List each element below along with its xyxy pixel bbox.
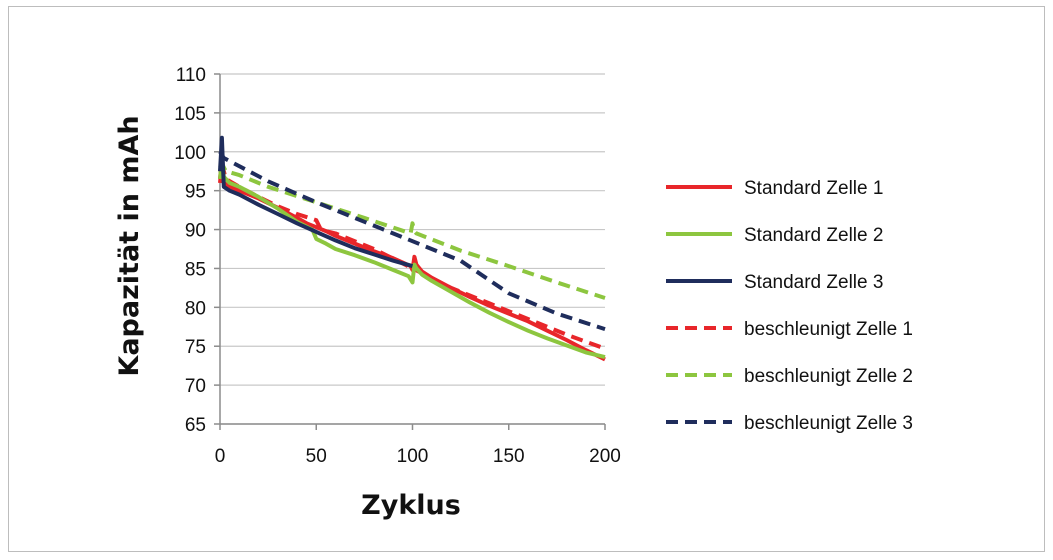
y-axis-label: Kapazität in mAh <box>114 115 145 376</box>
gridlines <box>220 73 605 425</box>
y-tick-label-70: 70 <box>185 376 206 397</box>
y-tick-label-80: 80 <box>185 298 206 319</box>
legend-label-beschleunigt-zelle-2: beschleunigt Zelle 2 <box>744 366 913 387</box>
y-tick-label-105: 105 <box>174 104 206 125</box>
x-tick-label-0: 0 <box>215 446 226 467</box>
series-line-beschleunigt-zelle-3 <box>218 150 606 332</box>
axes <box>214 73 606 430</box>
series-line-standard-zelle-3 <box>218 135 414 269</box>
x-tick-label-100: 100 <box>397 446 429 467</box>
y-tick-label-100: 100 <box>174 143 206 164</box>
legend-label-beschleunigt-zelle-1: beschleunigt Zelle 1 <box>744 319 913 340</box>
x-tick-label-200: 200 <box>589 446 621 467</box>
chart-frame <box>8 6 1045 552</box>
y-tick-label-65: 65 <box>185 415 206 436</box>
y-tick-labels: 65 70 75 80 85 90 95 100 105 110 <box>174 65 206 436</box>
y-tick-label-95: 95 <box>185 182 206 203</box>
x-tick-labels: 0 50 100 150 200 <box>215 446 621 467</box>
legend: Standard Zelle 1 Standard Zelle 2 Standard… <box>666 178 913 434</box>
series-line-beschleunigt-zelle-2 <box>218 161 606 300</box>
legend-label-beschleunigt-zelle-3: beschleunigt Zelle 3 <box>744 413 913 434</box>
y-tick-label-85: 85 <box>185 259 206 280</box>
legend-label-standard-zelle-3: Standard Zelle 3 <box>744 272 883 293</box>
legend-label-standard-zelle-1: Standard Zelle 1 <box>744 178 883 199</box>
legend-label-standard-zelle-2: Standard Zelle 2 <box>744 225 883 246</box>
x-tick-label-50: 50 <box>306 446 327 467</box>
y-tick-label-75: 75 <box>185 337 206 358</box>
series-lines <box>218 135 606 362</box>
x-axis-label: Zyklus <box>361 490 461 521</box>
y-tick-label-90: 90 <box>185 221 206 242</box>
series-line-standard-zelle-2 <box>218 157 606 360</box>
y-tick-label-110: 110 <box>176 65 206 86</box>
x-tick-label-150: 150 <box>493 446 525 467</box>
